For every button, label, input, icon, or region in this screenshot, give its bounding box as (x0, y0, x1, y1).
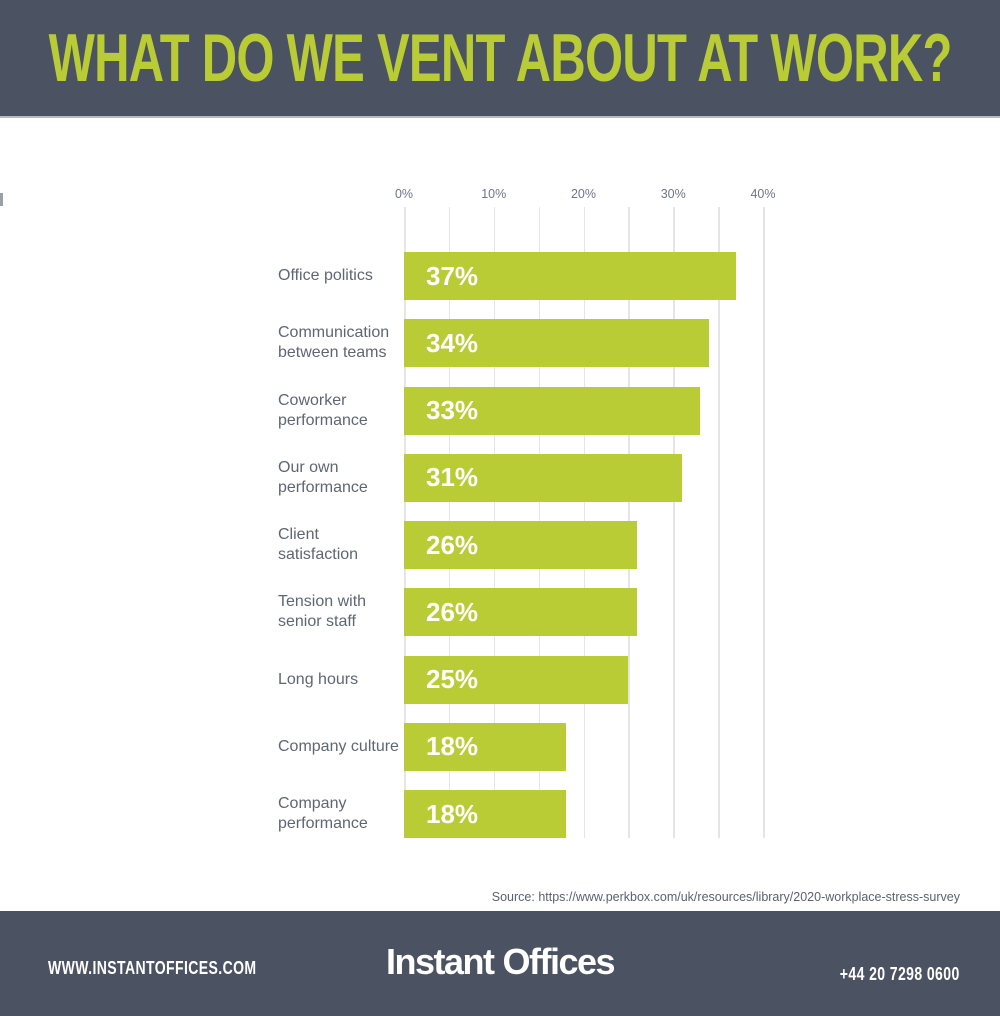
bar-category-label: Company performance (278, 795, 368, 832)
bar-value-label: 31% (426, 462, 479, 493)
bar: 18% (404, 722, 566, 771)
x-axis-tick-label: 30% (660, 187, 686, 201)
page-title: WHAT DO WE VENT ABOUT AT WORK? (48, 20, 952, 96)
bar-value-label: 33% (426, 395, 479, 425)
bar-category-label: Company culture (278, 737, 399, 755)
bar-value-label: 26% (426, 596, 479, 627)
bar-category-label: Tension with senior staff (278, 593, 367, 631)
bar-category-label: Client satisfaction (278, 526, 359, 563)
brand-logo: Instant Offices (0, 941, 1000, 983)
x-axis-tick-label: 0% (394, 187, 414, 201)
bar-chart-section: 0% 10% 20% 30% 40% Office politics 37% Communic… (0, 118, 1000, 911)
bar: 31% (404, 453, 683, 502)
bar-category-label: Communication between teams (278, 324, 390, 362)
bar-category-label: Long hours (278, 670, 359, 688)
left-edge-artifact (0, 193, 3, 206)
bar-value-label: 34% (426, 327, 479, 358)
footer-phone-number: +44 20 7298 0600 (840, 964, 960, 984)
bar-value-label: 18% (426, 731, 479, 762)
source-note: Source: https://www.perkbox.com/uk/resou… (491, 890, 960, 904)
grid-line (763, 207, 765, 838)
bar-category-label: Office politics (278, 267, 373, 284)
x-axis-tick-label: 40% (750, 187, 776, 201)
bar-chart-plot-area: 0% 10% 20% 30% 40% Office politics 37% Communic… (278, 187, 776, 838)
bar-value-label: 26% (426, 529, 479, 560)
brand-logo-offices: Offices (502, 941, 615, 982)
x-axis-tick-label: 20% (570, 187, 597, 201)
bar: 37% (404, 252, 737, 300)
bar-value-label: 25% (426, 664, 479, 694)
bar: 34% (404, 319, 710, 368)
bar: 26% (404, 588, 638, 637)
grid-line (718, 207, 720, 838)
bar: 18% (404, 790, 566, 838)
footer-website-url: WWW.INSTANTOFFICES.COM (48, 958, 257, 978)
bar: 33% (404, 386, 701, 435)
bar-value-label: 37% (426, 260, 479, 291)
bar: 25% (404, 655, 629, 704)
page-footer: WWW.INSTANTOFFICES.COM Instant Offices +4… (0, 911, 1000, 1016)
bar-category-label: Coworker performance (278, 391, 368, 429)
bar-category-label: Our own performance (278, 458, 368, 496)
bar-value-label: 18% (426, 798, 479, 829)
grid-line (673, 207, 675, 838)
x-axis-tick-label: 10% (481, 187, 507, 201)
bar: 26% (404, 521, 638, 569)
page-header: WHAT DO WE VENT ABOUT AT WORK? (0, 0, 1000, 118)
brand-logo-instant: Instant (385, 941, 495, 982)
